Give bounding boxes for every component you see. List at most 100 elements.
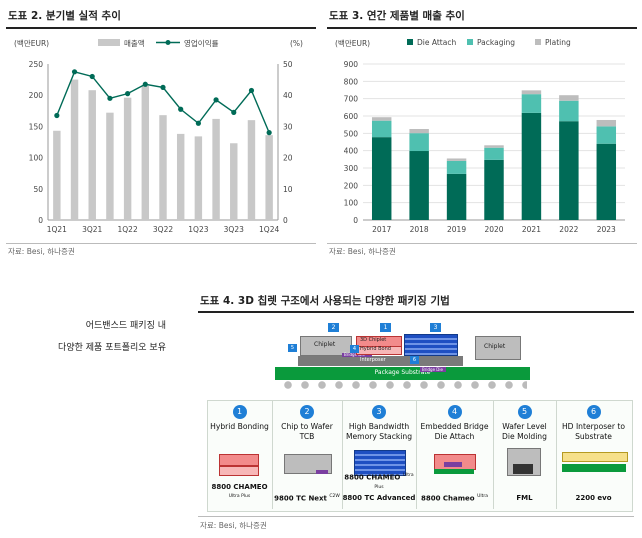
left-y-tick-label: 100 <box>29 154 44 163</box>
stacked-bar-segment <box>596 126 617 144</box>
margin-point <box>160 84 166 90</box>
technique-card: 3 High Bandwidth Memory Stacking 8800 CHAME… <box>342 400 417 509</box>
badge-3: 3 <box>430 323 441 332</box>
mini-interposer <box>562 452 628 462</box>
left-chart-title: 도표 2. 분기별 실적 추이 <box>8 10 121 22</box>
x-tick-label: 1Q23 <box>188 225 208 234</box>
right-chart: (백만EUR) Die Attach Packaging Plating 0 100 200… <box>335 38 625 234</box>
mini-hybrid-bond <box>219 466 259 476</box>
legend-swatch <box>407 39 413 45</box>
technique-name: Wafer Level Die Molding <box>502 422 547 441</box>
3d-chiplet-label: 3D Chiplet <box>360 337 387 343</box>
package-cross-section: Package Substrate Interposer Bridge Die … <box>270 320 540 394</box>
bottom-caption-line1: 어드밴스드 패키징 내 <box>85 321 166 331</box>
x-tick-label: 3Q23 <box>224 225 244 234</box>
stacked-bar-segment <box>521 94 542 113</box>
revenue-bar <box>70 79 79 220</box>
left-chart-top-rule <box>6 27 316 29</box>
mini-package-substrate <box>562 464 626 472</box>
mini-chiplet <box>284 454 332 474</box>
legend-label: Packaging <box>477 38 515 47</box>
package-substrate-label: Package Substrate <box>374 369 431 376</box>
margin-point <box>231 109 237 115</box>
margin-point <box>125 91 131 97</box>
right-y-tick-label: 40 <box>283 91 293 100</box>
stacked-bar-segment <box>559 95 579 101</box>
package-substrate <box>275 367 530 380</box>
technique-product: 8800 Chameo Ultra <box>421 493 488 502</box>
x-tick-label: 2020 <box>484 225 503 234</box>
technique-card: 6 HD Interposer to Substrate 2200 evo <box>556 400 631 509</box>
technique-product: 2200 evo <box>575 494 612 502</box>
stacked-bar-segment <box>484 147 504 160</box>
right-chart-unit: (백만EUR) <box>335 38 370 48</box>
revenue-bar <box>265 135 273 220</box>
right-y-tick-label: 30 <box>283 122 293 131</box>
stacked-bar-segment <box>446 158 467 161</box>
margin-point <box>248 87 255 94</box>
stacked-bar-segment <box>371 120 392 138</box>
right-y-tick-label: 50 <box>283 60 293 69</box>
right-y-tick-label: 20 <box>283 154 293 163</box>
y-tick-label: 600 <box>344 112 359 121</box>
technique-product: 8800 CHAMEO Ultra Plus <box>211 482 268 499</box>
margin-point <box>266 130 272 136</box>
revenue-bar <box>88 90 96 220</box>
legend-bar-swatch <box>98 39 120 46</box>
margin-point <box>71 69 78 75</box>
revenue-bar <box>106 112 114 220</box>
right-chiplet <box>475 336 521 360</box>
x-tick-label: 3Q22 <box>153 225 173 234</box>
y-tick-label: 300 <box>344 164 359 173</box>
left-chiplet-label: Chiplet <box>314 341 336 348</box>
y-tick-label: 400 <box>344 147 359 156</box>
y-tick-label: 800 <box>344 77 359 86</box>
mini-bridge <box>316 470 328 474</box>
x-tick-label: 1Q24 <box>259 225 279 234</box>
stacked-bar-segment <box>371 117 392 121</box>
revenue-bar <box>123 97 132 220</box>
left-chart: (백만EUR) (%) 매출액 영업이익률 0 50 100 150 200 250 0 10 20 30… <box>14 38 303 234</box>
technique-product: 9800 TC Next C2W <box>274 493 340 502</box>
left-chart-bottom-rule <box>6 243 316 244</box>
bridge-die-label: Bridge Die <box>344 352 365 357</box>
revenue-bar <box>194 136 203 220</box>
technique-number-badge: 4 <box>447 405 462 419</box>
stacked-bar-segment <box>409 151 429 220</box>
mini-3d-chiplet <box>219 454 259 466</box>
bottom-caption-line2: 다양한 제품 포트폴리오 보유 <box>58 343 166 353</box>
x-tick-label: 2019 <box>447 225 466 234</box>
x-tick-label: 1Q22 <box>118 225 138 234</box>
stacked-bar-segment <box>484 159 504 220</box>
stacked-bar-segment <box>596 143 617 220</box>
bottom-figure-source: 자료: Besi, 하나증권 <box>200 521 267 530</box>
legend-bar-label: 매출액 <box>124 38 145 48</box>
technique-name: Hybrid Bonding <box>210 422 269 431</box>
stacked-bar-segment <box>521 90 542 95</box>
stacked-bar-segment <box>409 129 429 134</box>
badge-4: 4 <box>350 345 359 353</box>
mini-bridge-die <box>444 462 462 467</box>
right-y-tick-label: 10 <box>283 185 293 194</box>
margin-point <box>142 81 148 87</box>
technique-number-badge: 1 <box>232 405 247 419</box>
interposer-label: Interposer <box>360 357 386 363</box>
technique-name: Chip to Wafer TCB <box>281 422 333 441</box>
legend-label: Plating <box>545 38 571 47</box>
right-axis-unit: (%) <box>290 39 303 48</box>
margin-point <box>178 106 184 112</box>
stacked-bar-segment <box>521 112 542 220</box>
technique-product: 8800 CHAMEO Ultra Plus 8800 TC Advanced <box>342 473 416 502</box>
mini-bridge-substrate <box>434 469 474 474</box>
margin-point <box>89 73 95 80</box>
left-y-tick-label: 150 <box>29 122 44 131</box>
x-tick-label: 2021 <box>522 225 541 234</box>
left-axis-unit: (백만EUR) <box>14 38 49 48</box>
technique-name: Embedded Bridge Die Attach <box>420 422 489 441</box>
margin-point <box>54 112 60 119</box>
y-tick-label: 200 <box>344 181 359 190</box>
badge-5: 5 <box>288 344 297 352</box>
y-tick-label: 0 <box>353 216 358 225</box>
technique-card: 4 Embedded Bridge Die Attach 8800 Chameo Ul… <box>416 400 494 509</box>
y-tick-label: 900 <box>344 60 359 69</box>
